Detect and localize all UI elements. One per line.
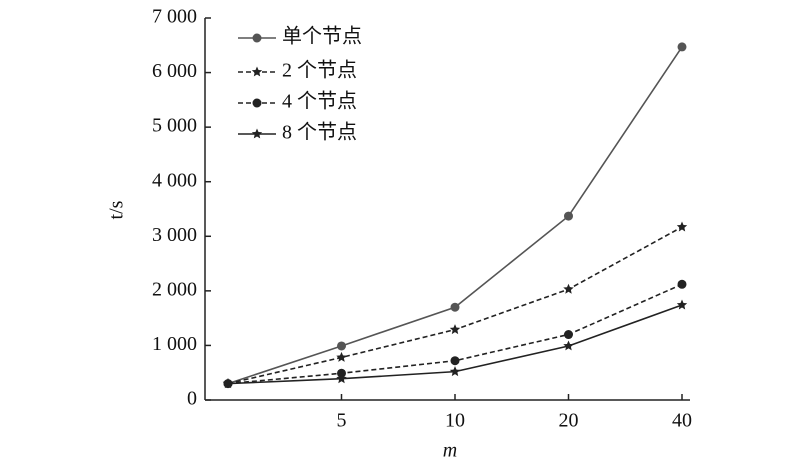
legend-marker [251, 128, 263, 139]
y-tick-label: 6 000 [152, 60, 197, 82]
legend-label: 4 个节点 [282, 90, 357, 113]
data-point [563, 340, 574, 351]
legend-marker [252, 33, 262, 43]
data-point [563, 283, 574, 294]
legend-label: 2 个节点 [282, 59, 357, 82]
y-tick-label: 2 000 [152, 278, 197, 300]
y-tick-label: 7 000 [152, 6, 197, 28]
data-point [449, 324, 461, 335]
y-axis-label: t/s [106, 200, 128, 219]
data-point [677, 42, 687, 52]
y-tick-label: 1 000 [152, 333, 197, 355]
legend-label: 单个节点 [282, 25, 362, 48]
legend-marker [252, 98, 262, 108]
data-point [450, 302, 460, 312]
x-tick-label: 5 [337, 410, 347, 432]
data-point [337, 341, 346, 351]
data-point [336, 351, 347, 362]
data-point [222, 378, 234, 389]
x-tick-label: 10 [445, 410, 465, 432]
y-tick-label: 3 000 [152, 224, 197, 246]
data-point [450, 356, 460, 366]
data-point [449, 366, 461, 377]
y-tick-label: 0 [187, 388, 197, 410]
x-tick-label: 40 [672, 410, 692, 432]
x-tick-label: 20 [559, 410, 579, 432]
y-tick-label: 5 000 [152, 115, 197, 137]
legend-marker [251, 66, 263, 77]
data-point [564, 211, 573, 221]
data-point [676, 221, 688, 232]
data-point [336, 373, 347, 384]
data-point [676, 299, 688, 310]
x-axis-label: m [443, 440, 457, 462]
legend-label: 8 个节点 [282, 121, 357, 144]
data-point [677, 279, 687, 289]
y-tick-label: 4 000 [152, 169, 197, 191]
data-point [564, 330, 573, 340]
